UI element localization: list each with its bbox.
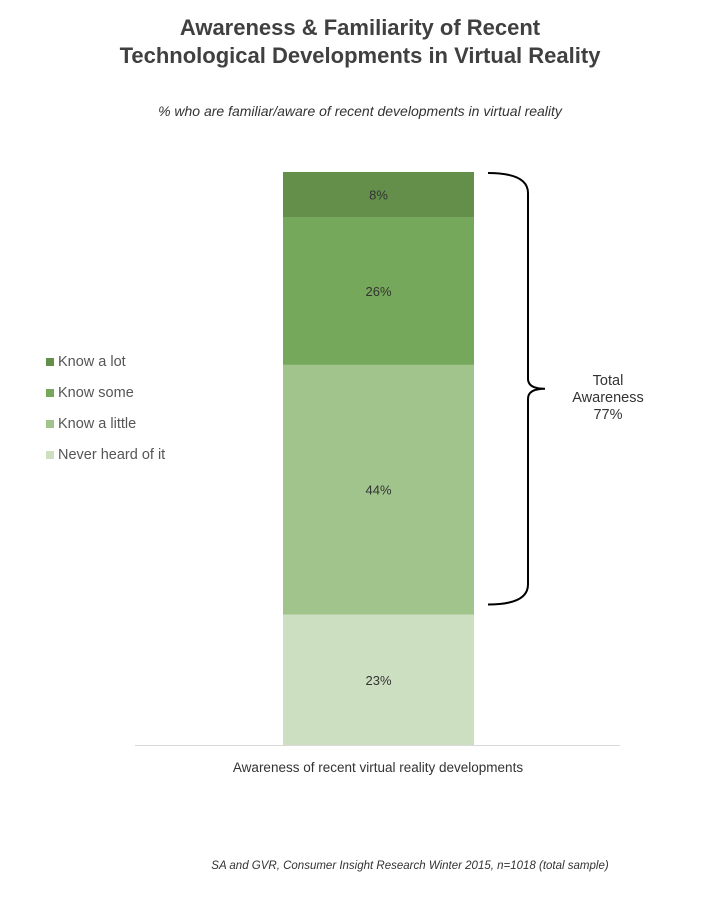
total-awareness-label: Total Awareness 77% [560, 373, 656, 424]
data-label-never-heard-of-it: 23% [365, 673, 391, 688]
chart-subtitle: % who are familiar/aware of recent devel… [158, 103, 562, 119]
legend-item-know-some: Know some [46, 377, 165, 408]
total-awareness-line-1: Total [592, 373, 624, 389]
x-axis-label: Awareness of recent virtual reality deve… [232, 760, 524, 775]
total-awareness-bracket [487, 172, 546, 606]
legend-label: Know some [58, 384, 134, 401]
legend-label: Know a lot [58, 353, 126, 370]
data-label-know-a-little: 44% [365, 483, 391, 498]
legend-item-know-a-little: Know a little [46, 408, 165, 439]
bar-segment-know-a-little [283, 364, 474, 615]
legend-item-never-heard-of-it: Never heard of it [46, 439, 165, 470]
bar-segment-never-heard-of-it [283, 614, 474, 745]
legend-swatch [46, 357, 54, 366]
total-awareness-line-2: Awareness [572, 390, 644, 406]
source-note: SA and GVR, Consumer Insight Research Wi… [211, 860, 609, 872]
legend-label: Know a little [58, 415, 137, 432]
bar-segment-know-some [283, 217, 474, 365]
legend-swatch [46, 450, 54, 459]
legend-item-know-a-lot: Know a lot [46, 346, 165, 377]
legend-label: Never heard of it [58, 446, 166, 463]
data-label-know-some: 26% [365, 284, 391, 299]
legend-swatch [46, 388, 54, 397]
legend: Know a lot Know some Know a little Never he… [46, 346, 165, 470]
bar-segment-know-a-lot [283, 172, 474, 218]
total-awareness-line-3: 77% [593, 407, 623, 423]
legend-swatch [46, 419, 54, 428]
chart-title-line-1: Awareness & Familiarity of Recent [179, 15, 541, 40]
chart-title: Awareness & Familiarity of Recent Techno… [0, 14, 720, 70]
data-labels: 23% 44% 26% 8% [365, 188, 391, 688]
bar-segments [283, 172, 474, 745]
chart-title-line-2: Technological Developments in Virtual Re… [119, 43, 601, 68]
data-label-know-a-lot: 8% [369, 188, 388, 203]
